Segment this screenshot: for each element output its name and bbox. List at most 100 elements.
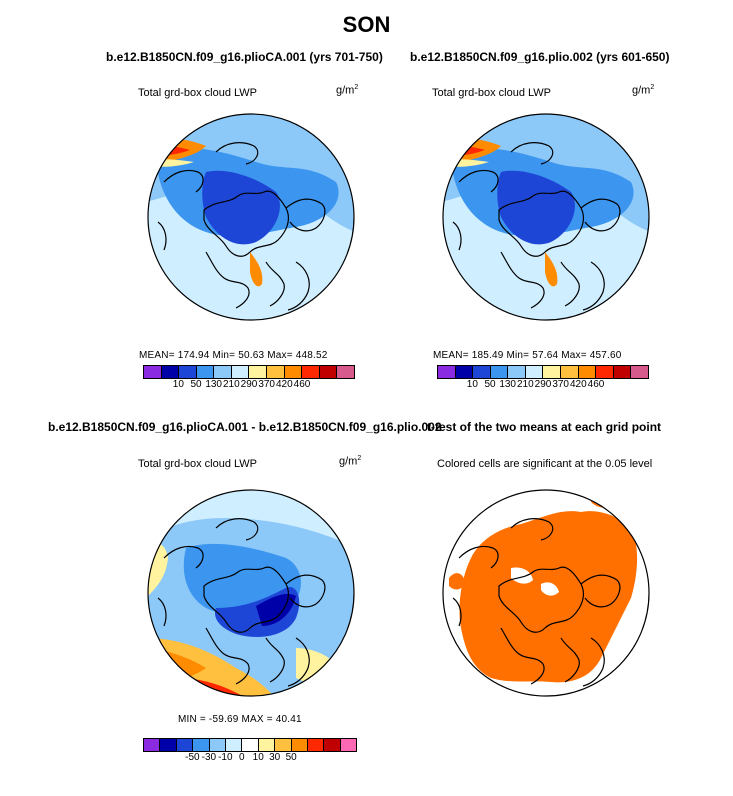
coastline <box>510 518 554 541</box>
coastline <box>458 545 499 569</box>
field-contour-orange-small <box>545 252 558 287</box>
panel-3-colorbar-cell <box>242 739 259 751</box>
panel-1-stats: MEAN= 174.94 Min= 50.63 Max= 448.52 <box>139 350 328 361</box>
coastline <box>452 221 462 251</box>
coastline <box>458 169 499 193</box>
panel-3-colorbar-cell <box>160 739 177 751</box>
map-field <box>148 490 354 696</box>
panel-1-colorbar-cell <box>179 366 197 378</box>
panel-1-variable-label: Total grd-box cloud LWP <box>138 87 258 99</box>
panel-2-colorbar-cell <box>455 366 474 378</box>
coastline <box>582 637 605 687</box>
panel-1-colorbar-cell <box>267 366 285 378</box>
map-border <box>442 113 650 321</box>
panel-3-colorbar-tick-label: 30 <box>269 752 281 763</box>
coastline <box>287 637 310 687</box>
panel-3-colorbar-swatches <box>143 738 357 752</box>
coastline <box>510 142 554 165</box>
field-contour-blue <box>202 170 280 245</box>
field-contour-navy <box>256 593 296 626</box>
map-border <box>442 489 650 697</box>
panel-3-subtitle: b.e12.B1850CN.f09_g16.plioCA.001 - b.e12… <box>48 420 442 434</box>
panel-1-colorbar-tick-label: 210 <box>222 379 240 390</box>
panel-1-colorbar-tick-label: 130 <box>205 379 222 390</box>
panel-2-colorbar-tick-label: 10 <box>466 379 478 390</box>
panel-1-units: g/m2 <box>336 84 359 97</box>
panel-1-colorbar-cell <box>144 366 162 378</box>
coastline <box>285 574 326 608</box>
panel-2-colorbar-cell <box>578 366 597 378</box>
non-significant-hole <box>541 582 559 596</box>
panel-3-colorbar: -50 -30 -10 0 10 30 50 <box>143 738 357 764</box>
coastline <box>157 221 167 251</box>
panel-3-colorbar-tick-label: 10 <box>252 752 264 763</box>
panel-2-colorbar-cell <box>613 366 632 378</box>
panel-3-colorbar-tick-label: -30 <box>201 752 217 763</box>
panel-2-polar-map <box>442 113 650 321</box>
panel-1-colorbar-swatches <box>143 365 355 379</box>
coastline <box>205 627 250 685</box>
panel-1-colorbar-cell <box>196 366 215 378</box>
coastline <box>163 545 204 569</box>
coastline <box>287 261 310 311</box>
panel-2-colorbar-tick-label: 460 <box>587 379 605 390</box>
map-field <box>443 114 649 320</box>
coastline <box>560 637 580 683</box>
panel-1-colorbar-cell <box>231 366 250 378</box>
coastline <box>157 597 167 627</box>
panel-3-colorbar-cell <box>225 739 243 751</box>
coastline <box>215 518 259 541</box>
map-border <box>147 113 355 321</box>
panel-2-variable-label: Total grd-box cloud LWP <box>432 87 552 99</box>
field-contour-orange-small <box>250 252 263 287</box>
panel-2-subtitle: b.e12.B1850CN.f09_g16.plio.002 (yrs 601-… <box>410 50 670 64</box>
panel-1-colorbar: 10 50 130 210 290 370 420 460 <box>143 365 355 391</box>
significant-region-west <box>449 573 465 590</box>
panel-2-colorbar-tick-label: 370 <box>552 379 569 390</box>
panel-4-subtitle: t-test of the two means at each grid poi… <box>427 420 662 434</box>
panel-4-annotation: Colored cells are significant at the 0.0… <box>437 458 653 470</box>
non-significant-hole <box>511 567 533 584</box>
panel-1-colorbar-tick-label: 50 <box>190 379 202 390</box>
map-border <box>147 489 355 697</box>
panel-2-colorbar: 10 50 130 210 290 370 420 460 <box>437 365 649 391</box>
panel-2-colorbar-cell <box>596 366 614 378</box>
panel-2-stats: MEAN= 185.49 Min= 57.64 Max= 457.60 <box>433 350 622 361</box>
panel-2-colorbar-tick-label: 210 <box>516 379 534 390</box>
coastline <box>560 261 580 307</box>
coastline <box>215 142 259 165</box>
coastline <box>265 637 285 683</box>
panel-3-colorbar-tick-label: -50 <box>185 752 200 763</box>
panel-2-colorbar-cell <box>543 366 562 378</box>
coastline <box>265 261 285 307</box>
coastline <box>500 627 545 685</box>
panel-3-colorbar-tick-label: -10 <box>218 752 233 763</box>
panel-2-colorbar-tick-label: 130 <box>499 379 516 390</box>
coastline <box>203 566 290 633</box>
panel-2-colorbar-cell <box>473 366 491 378</box>
panel-3-colorbar-cell <box>291 739 308 751</box>
panel-3-colorbar-cell <box>144 739 161 751</box>
panel-1-colorbar-cell <box>284 366 303 378</box>
panel-3-units: g/m2 <box>339 455 362 468</box>
panel-2-colorbar-cell <box>438 366 456 378</box>
panel-4-significance-map <box>442 489 650 697</box>
panel-2-colorbar-cell <box>508 366 526 378</box>
panel-3-colorbar-cell <box>176 739 194 751</box>
figure-title: SON <box>342 12 391 37</box>
panel-2-colorbar-cell <box>631 366 648 378</box>
panel-2-colorbar-ticks: 10 50 130 210 290 370 420 460 <box>437 379 649 391</box>
panel-3-colorbar-cell <box>193 739 210 751</box>
panel-1-colorbar-cell <box>161 366 180 378</box>
panel-1-colorbar-tick-label: 370 <box>258 379 275 390</box>
panel-1-colorbar-tick-label: 460 <box>293 379 311 390</box>
coastline <box>163 169 204 193</box>
field-contour-blue <box>497 170 575 245</box>
coastline <box>582 261 605 311</box>
panel-2-colorbar-cell <box>561 366 579 378</box>
panel-1-colorbar-cell <box>337 366 354 378</box>
panel-3-colorbar-ticks: -50 -30 -10 0 10 30 50 <box>143 752 357 764</box>
panel-1-colorbar-tick-label: 10 <box>172 379 184 390</box>
panel-2-colorbar-tick-label: 290 <box>534 379 552 390</box>
map-field <box>148 114 354 320</box>
